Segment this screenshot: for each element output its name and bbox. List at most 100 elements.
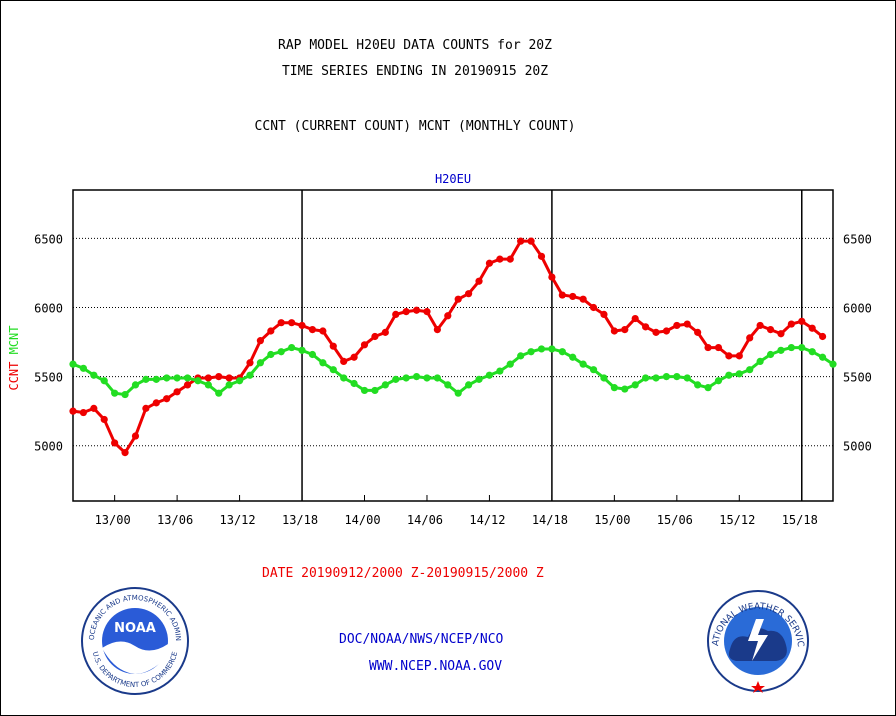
point-ccnt-28 <box>360 341 369 349</box>
point-mcnt-71 <box>808 348 816 356</box>
chart-title-line2: TIME SERIES ENDING IN 20190915 20Z <box>281 64 549 79</box>
point-ccnt-68 <box>777 330 785 338</box>
point-ccnt-71 <box>808 324 816 332</box>
point-ccnt-61 <box>704 343 712 352</box>
date-range-label: DATE 20190912/2000 Z-20190915/2000 Z <box>262 566 544 581</box>
point-ccnt-3 <box>100 415 108 424</box>
point-ccnt-51 <box>600 310 608 318</box>
point-mcnt-72 <box>818 353 827 361</box>
point-ccnt-32 <box>402 308 410 316</box>
point-mcnt-33 <box>412 373 421 381</box>
point-mcnt-19 <box>267 350 275 359</box>
point-mcnt-64 <box>735 370 743 378</box>
y-tick-label-left-5500: 5500 <box>34 371 63 385</box>
org-label: DOC/NOAA/NWS/NCEP/NCO <box>339 632 504 647</box>
x-tick-label-15/00: 15/00 <box>594 513 630 527</box>
point-ccnt-14 <box>215 373 223 381</box>
point-mcnt-67 <box>766 350 775 359</box>
point-ccnt-36 <box>444 312 452 320</box>
point-ccnt-60 <box>694 328 702 336</box>
point-mcnt-44 <box>527 348 535 356</box>
y-tick-label-right-5000: 5000 <box>843 440 872 454</box>
point-mcnt-21 <box>288 343 296 352</box>
point-mcnt-73 <box>829 360 837 368</box>
point-ccnt-41 <box>496 255 504 263</box>
point-ccnt-38 <box>465 290 473 298</box>
x-tick-label-14/00: 14/00 <box>344 513 380 527</box>
point-ccnt-47 <box>558 291 566 299</box>
point-mcnt-4 <box>111 389 119 397</box>
point-ccnt-50 <box>589 303 598 312</box>
y-axis-label-ccnt: CCNT <box>7 354 21 390</box>
point-mcnt-5 <box>121 390 129 399</box>
point-ccnt-17 <box>246 359 254 367</box>
point-mcnt-40 <box>485 371 494 379</box>
point-ccnt-64 <box>735 352 743 360</box>
point-ccnt-33 <box>412 306 421 314</box>
point-ccnt-70 <box>798 317 806 325</box>
point-mcnt-41 <box>496 367 504 375</box>
website-link[interactable]: WWW.NCEP.NOAA.GOV <box>369 659 503 674</box>
point-mcnt-45 <box>537 345 546 353</box>
x-tick-label-15/06: 15/06 <box>657 513 693 527</box>
point-mcnt-48 <box>569 353 577 361</box>
point-mcnt-54 <box>631 381 639 389</box>
point-mcnt-70 <box>798 343 806 352</box>
point-ccnt-66 <box>756 321 764 330</box>
point-mcnt-68 <box>777 346 785 354</box>
x-tick-label-15/12: 15/12 <box>719 513 755 527</box>
point-mcnt-13 <box>204 381 212 389</box>
x-tick-label-14/18: 14/18 <box>532 513 568 527</box>
point-mcnt-51 <box>600 374 608 382</box>
point-mcnt-59 <box>683 374 691 382</box>
point-mcnt-12 <box>194 377 202 385</box>
nws-logo: NATIONAL WEATHER SERVICE <box>706 589 809 693</box>
point-ccnt-25 <box>329 342 337 350</box>
point-mcnt-2 <box>90 371 98 379</box>
point-ccnt-2 <box>90 404 98 412</box>
noaa-logo-text: NOAA <box>114 621 156 636</box>
point-mcnt-0 <box>69 360 77 368</box>
point-ccnt-54 <box>631 314 639 323</box>
point-ccnt-39 <box>475 277 483 285</box>
chart-title-line3: CCNT (CURRENT COUNT) MCNT (MONTHLY COUNT… <box>254 119 576 134</box>
point-mcnt-8 <box>152 375 160 383</box>
x-tick-label-14/06: 14/06 <box>407 513 443 527</box>
x-tick-label-13/06: 13/06 <box>157 513 193 527</box>
point-ccnt-57 <box>662 327 671 335</box>
point-mcnt-53 <box>621 385 629 393</box>
point-mcnt-32 <box>402 374 410 382</box>
point-ccnt-8 <box>152 399 160 407</box>
point-mcnt-49 <box>579 360 587 368</box>
point-ccnt-27 <box>350 353 358 361</box>
series-ccnt <box>69 237 827 457</box>
point-ccnt-31 <box>392 310 400 318</box>
point-ccnt-58 <box>673 321 681 330</box>
point-mcnt-31 <box>392 375 400 383</box>
point-ccnt-6 <box>131 432 140 440</box>
point-ccnt-7 <box>142 404 150 412</box>
point-ccnt-11 <box>183 381 192 389</box>
point-ccnt-52 <box>610 327 618 335</box>
point-ccnt-59 <box>683 320 691 328</box>
point-mcnt-63 <box>725 371 733 379</box>
point-mcnt-30 <box>381 381 389 389</box>
point-mcnt-39 <box>475 375 483 383</box>
point-mcnt-42 <box>506 360 514 368</box>
point-ccnt-5 <box>121 449 129 457</box>
noaa-logo: NATIONAL OCEANIC AND ATMOSPHERIC ADMINIS… <box>80 586 189 695</box>
point-mcnt-16 <box>235 377 244 385</box>
point-ccnt-55 <box>642 323 650 331</box>
point-mcnt-58 <box>673 373 681 381</box>
point-mcnt-37 <box>454 389 462 397</box>
point-mcnt-22 <box>298 346 306 354</box>
y-axis-label: CCNT MCNT <box>7 325 21 390</box>
point-mcnt-25 <box>329 366 337 374</box>
x-tick-label-15/18: 15/18 <box>782 513 818 527</box>
point-mcnt-56 <box>652 374 660 382</box>
point-mcnt-57 <box>662 373 671 381</box>
point-mcnt-29 <box>371 386 379 395</box>
point-ccnt-40 <box>485 259 494 267</box>
point-ccnt-44 <box>527 237 535 245</box>
